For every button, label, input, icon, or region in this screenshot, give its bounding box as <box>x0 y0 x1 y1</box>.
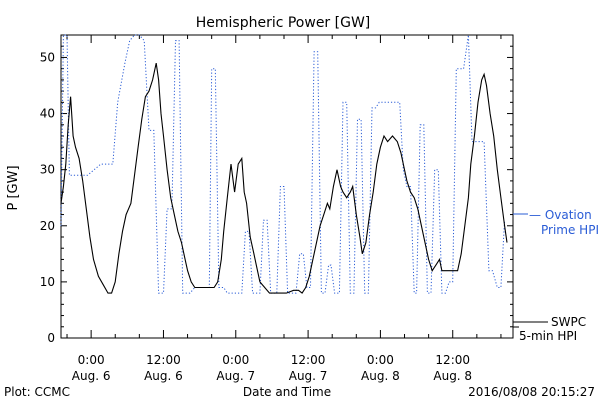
legend-swpc-line2: 5-min HPI <box>519 329 577 343</box>
chart-title: Hemispheric Power [GW] <box>196 15 371 31</box>
x-tick-date-label: Aug. 8 <box>361 369 400 383</box>
x-tick-date-label: Aug. 6 <box>72 369 111 383</box>
y-tick-label: 40 <box>40 107 55 121</box>
y-axis-label: P [GW] <box>6 165 21 210</box>
y-tick-label: 20 <box>40 219 55 233</box>
footer-plot-credit: Plot: CCMC <box>4 385 70 399</box>
x-tick-date-label: Aug. 6 <box>144 369 183 383</box>
y-tick-label: 30 <box>40 163 55 177</box>
legend-ovation-line1: — Ovation <box>529 208 592 222</box>
x-axis: 0:00 Aug. 6 12:00 Aug. 6 0:00 Aug. 7 12:00 Aug.… <box>66 35 502 383</box>
y-tick-label: 50 <box>40 50 55 64</box>
x-tick-date-label: Aug. 7 <box>289 369 328 383</box>
y-tick-label: 0 <box>47 331 55 345</box>
x-tick-time-label: 0:00 <box>222 353 249 367</box>
x-tick-date-label: Aug. 7 <box>216 369 255 383</box>
y-tick-label: 10 <box>40 275 55 289</box>
x-tick-time-label: 12:00 <box>435 353 470 367</box>
legend-swpc-line1: SWPC <box>551 315 586 329</box>
footer-timestamp: 2016/08/08 20:15:27 <box>468 385 595 399</box>
x-tick-date-label: Aug. 8 <box>433 369 472 383</box>
x-axis-label: Date and Time <box>243 385 331 399</box>
y-axis: 0 10 20 30 40 50 <box>40 34 513 345</box>
y-axis-label-group: P [GW] <box>6 165 21 210</box>
legend: — Ovation Prime HPI SWPC 5-min HPI <box>513 208 599 343</box>
legend-ovation-line2: Prime HPI <box>541 223 599 237</box>
x-tick-time-label: 12:00 <box>146 353 181 367</box>
x-tick-time-label: 12:00 <box>291 353 326 367</box>
x-tick-time-label: 0:00 <box>78 353 105 367</box>
x-tick-time-label: 0:00 <box>367 353 394 367</box>
series-layer <box>60 34 508 294</box>
series-line-ovation-prime <box>60 34 506 294</box>
series-line-swpc <box>60 62 508 294</box>
